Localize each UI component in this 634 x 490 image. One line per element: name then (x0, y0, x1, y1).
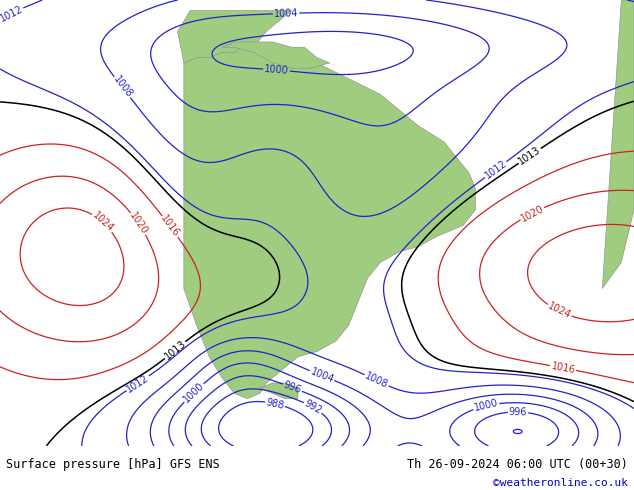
Text: Th 26-09-2024 06:00 UTC (00+30): Th 26-09-2024 06:00 UTC (00+30) (407, 458, 628, 471)
Text: 1004: 1004 (274, 8, 299, 19)
Text: 1013: 1013 (162, 339, 188, 362)
Text: 996: 996 (282, 380, 302, 395)
Text: 1016: 1016 (158, 214, 181, 239)
Polygon shape (184, 42, 476, 399)
Text: 1020: 1020 (127, 211, 150, 237)
Polygon shape (222, 42, 330, 68)
Polygon shape (178, 10, 292, 63)
Text: 1008: 1008 (111, 74, 134, 100)
Text: 1004: 1004 (309, 367, 335, 385)
Text: 992: 992 (302, 398, 323, 416)
Polygon shape (602, 0, 634, 289)
Text: 1008: 1008 (363, 371, 390, 390)
Text: 996: 996 (508, 407, 527, 417)
Text: 1024: 1024 (91, 210, 115, 234)
Text: Surface pressure [hPa] GFS ENS: Surface pressure [hPa] GFS ENS (6, 458, 220, 471)
Polygon shape (260, 383, 298, 399)
Text: 1024: 1024 (546, 301, 573, 321)
Text: 1000: 1000 (473, 398, 500, 414)
Text: 1000: 1000 (181, 381, 206, 405)
Text: 1013: 1013 (517, 145, 543, 167)
Text: 988: 988 (265, 397, 285, 411)
Text: ©weatheronline.co.uk: ©weatheronline.co.uk (493, 478, 628, 488)
Text: 1000: 1000 (264, 64, 289, 76)
Text: 1012: 1012 (0, 4, 24, 24)
Text: 1020: 1020 (519, 203, 545, 223)
Text: 1016: 1016 (550, 361, 576, 375)
Text: 1012: 1012 (483, 158, 508, 181)
Text: 1012: 1012 (125, 372, 151, 394)
